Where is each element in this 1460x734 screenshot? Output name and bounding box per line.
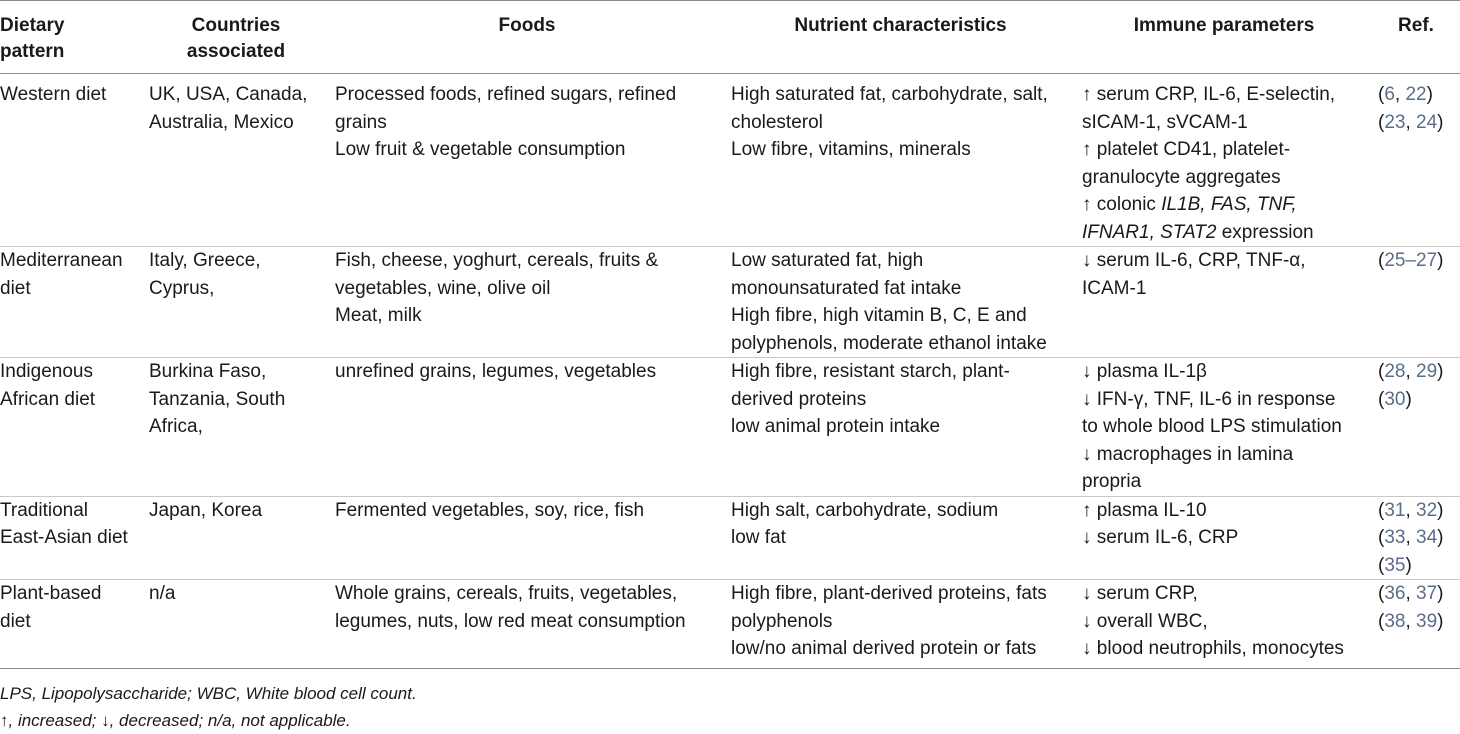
cell-countries: Japan, Korea — [143, 496, 329, 580]
cell-nutrients: High saturated fat, carbohydrate, salt, … — [725, 73, 1076, 247]
header-countries: Countries associated — [143, 0, 329, 74]
cell-pattern: Indigenous African diet — [0, 357, 143, 497]
cell-immune: ↓ serum CRP, ↓ overall WBC, ↓ blood neut… — [1076, 579, 1372, 669]
table-row: Western diet UK, USA, Canada, Australia,… — [0, 73, 1460, 247]
ref-link[interactable]: 23 — [1384, 111, 1406, 133]
cell-immune: ↑ plasma IL-10 ↓ serum IL-6, CRP — [1076, 496, 1372, 580]
header-ref: Ref. — [1372, 0, 1460, 74]
cell-countries: n/a — [143, 579, 329, 669]
ref-link[interactable]: 37 — [1416, 583, 1438, 604]
ref-link[interactable]: 33 — [1384, 527, 1406, 548]
cell-immune: ↑ serum CRP, IL-6, E-selectin, sICAM-1, … — [1076, 73, 1372, 247]
cell-nutrients: Low saturated fat, high monounsaturated … — [725, 246, 1076, 358]
header-nutrients: Nutrient characteristics — [725, 0, 1076, 74]
cell-countries: UK, USA, Canada, Australia, Mexico — [143, 73, 329, 247]
ref-link[interactable]: 28 — [1384, 361, 1406, 382]
cell-ref: (36, 37) (38, 39) — [1372, 579, 1460, 669]
table-row: Traditional East-Asian diet Japan, Korea… — [0, 496, 1460, 580]
ref-link[interactable]: 34 — [1416, 527, 1438, 548]
cell-foods: unrefined grains, legumes, vegetables — [329, 357, 725, 497]
header-dietary-pattern: Dietary pattern — [0, 0, 143, 74]
ref-link[interactable]: 39 — [1416, 610, 1438, 632]
ref-link[interactable]: 6 — [1384, 84, 1395, 105]
ref-link[interactable]: 31 — [1384, 499, 1406, 521]
ref-link[interactable]: 30 — [1384, 388, 1406, 410]
cell-countries: Burkina Faso, Tanzania, South Africa, — [143, 357, 329, 497]
cell-ref: (31, 32) (33, 34) (35) — [1372, 496, 1460, 580]
ref-link[interactable]: 25–27 — [1384, 250, 1438, 271]
cell-countries: Italy, Greece, Cyprus, — [143, 246, 329, 358]
header-foods: Foods — [329, 0, 725, 74]
cell-pattern: Plant-based diet — [0, 579, 143, 669]
cell-pattern: Mediterranean diet — [0, 246, 143, 358]
dietary-patterns-table: Dietary pattern Countries associated Foo… — [0, 0, 1460, 669]
table-header-row: Dietary pattern Countries associated Foo… — [0, 0, 1460, 74]
ref-link[interactable]: 24 — [1416, 111, 1438, 133]
table-row: Mediterranean diet Italy, Greece, Cyprus… — [0, 246, 1460, 358]
cell-pattern: Western diet — [0, 73, 143, 247]
cell-foods: Processed foods, refined sugars, refined… — [329, 73, 725, 247]
cell-ref: (6, 22) (23, 24) — [1372, 73, 1460, 247]
footnote-symbols: ↑, increased; ↓, decreased; n/a, not app… — [0, 711, 351, 730]
header-immune: Immune parameters — [1076, 0, 1372, 74]
cell-ref: (25–27) — [1372, 246, 1460, 358]
ref-link[interactable]: 22 — [1405, 84, 1427, 105]
cell-nutrients: High salt, carbohydrate, sodium low fat — [725, 496, 1076, 580]
cell-foods: Fish, cheese, yoghurt, cereals, fruits &… — [329, 246, 725, 358]
cell-nutrients: High fibre, resistant starch, plant- der… — [725, 357, 1076, 497]
cell-immune: ↓ serum IL-6, CRP, TNF-α, ICAM-1 — [1076, 246, 1372, 358]
table-row: Plant-based diet n/a Whole grains, cerea… — [0, 579, 1460, 669]
ref-link[interactable]: 36 — [1384, 583, 1406, 604]
ref-link[interactable]: 38 — [1384, 610, 1406, 632]
cell-foods: Fermented vegetables, soy, rice, fish — [329, 496, 725, 580]
ref-link[interactable]: 32 — [1416, 499, 1438, 521]
table-row: Indigenous African diet Burkina Faso, Ta… — [0, 357, 1460, 497]
footnote-abbreviations: LPS, Lipopolysaccharide; WBC, White bloo… — [0, 684, 417, 703]
cell-foods: Whole grains, cereals, fruits, vegetable… — [329, 579, 725, 669]
ref-link[interactable]: 35 — [1384, 554, 1406, 576]
cell-ref: (28, 29) (30) — [1372, 357, 1460, 497]
cell-nutrients: High fibre, plant-derived proteins, fats… — [725, 579, 1076, 669]
table-footnotes: LPS, Lipopolysaccharide; WBC, White bloo… — [0, 680, 417, 734]
ref-link[interactable]: 29 — [1416, 361, 1438, 382]
cell-immune: ↓ plasma IL-1β ↓ IFN-γ, TNF, IL-6 in res… — [1076, 357, 1372, 497]
cell-pattern: Traditional East-Asian diet — [0, 496, 143, 580]
